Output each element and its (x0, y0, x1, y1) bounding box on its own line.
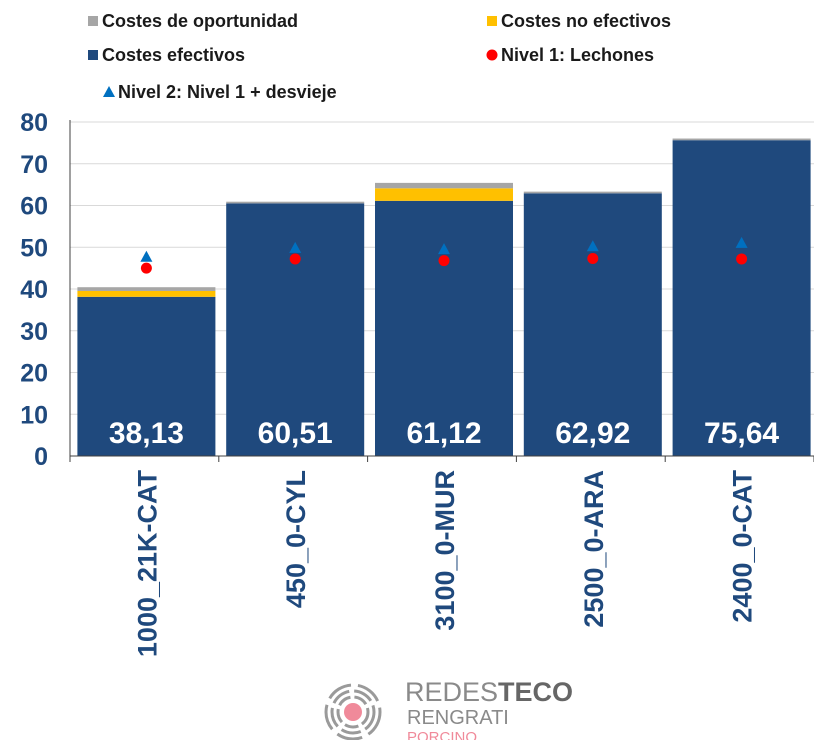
legend-label: Nivel 2: Nivel 1 + desvieje (118, 82, 337, 102)
marker-circle (587, 253, 599, 265)
legend-swatch (103, 86, 115, 97)
y-tick-label: 80 (20, 109, 48, 137)
legend-entry: Nivel 2: Nivel 1 + desvieje (103, 82, 337, 102)
y-tick-label: 10 (20, 401, 48, 429)
y-tick-label: 20 (20, 360, 48, 388)
legend-swatch (88, 50, 98, 60)
logo-name-part2: TECO (498, 677, 573, 707)
bar-segment (523, 193, 662, 456)
bar-segment (375, 182, 513, 189)
data-label: 60,51 (258, 417, 333, 450)
marker-circle (438, 255, 450, 267)
data-label: 38,13 (109, 417, 184, 450)
legend-swatch (88, 16, 98, 26)
bar-segment (672, 140, 811, 456)
legend-swatch (487, 16, 497, 26)
data-label: 62,92 (555, 417, 630, 450)
logo-icon (324, 683, 382, 740)
bar-segment (375, 188, 513, 201)
y-tick-label: 70 (20, 151, 48, 179)
legend-label: Costes no efectivos (501, 11, 671, 31)
x-tick-label: 1000_21K-CAT (132, 469, 162, 657)
x-tick-label: 2400_0-CAT (728, 469, 758, 622)
bar-segment (523, 191, 662, 194)
marker-triangle (438, 243, 450, 255)
bar-segment (77, 290, 216, 297)
marker-triangle (289, 241, 302, 253)
legend-entry: Nivel 1: Lechones (486, 45, 654, 65)
legend-label: Nivel 1: Lechones (501, 45, 654, 65)
x-tick-label: 3100_0-MUR (430, 470, 460, 631)
bar-segment (672, 138, 811, 141)
legend-entry: Costes no efectivos (487, 11, 671, 31)
bar-segment (77, 296, 216, 456)
logo-name-part1: REDES (405, 677, 498, 707)
data-label: 75,64 (704, 417, 779, 450)
y-tick-label: 50 (20, 234, 48, 262)
y-axis: 0 10 20 30 40 50 60 70 80 (20, 109, 71, 471)
y-tick-label: 40 (20, 276, 48, 304)
marker-triangle (586, 240, 599, 252)
x-tick-label: 450_0-CYL (281, 470, 311, 608)
logo: REDESTECO RENGRATI PORCINO (324, 677, 573, 740)
y-tick-label: 0 (34, 443, 48, 471)
data-labels: 38,13 60,51 61,12 62,92 75,64 (109, 417, 780, 450)
legend-entry: Costes efectivos (88, 45, 245, 65)
legend-label: Costes efectivos (102, 45, 245, 65)
marker-triangle (140, 250, 153, 262)
logo-line3: PORCINO (407, 729, 477, 740)
legend: Costes de oportunidad Costes no efectivos… (88, 11, 671, 102)
bar-segment (77, 287, 216, 291)
markers (140, 236, 748, 274)
legend-entry: Costes de oportunidad (88, 11, 298, 31)
legend-label: Costes de oportunidad (102, 11, 298, 31)
logo-name: REDESTECO (405, 677, 573, 707)
y-tick-label: 30 (20, 318, 48, 346)
logo-line2: RENGRATI (407, 707, 509, 729)
legend-swatch (486, 49, 498, 61)
bars (77, 138, 811, 456)
marker-circle (736, 253, 748, 265)
bar-segment (226, 201, 365, 204)
y-tick-label: 60 (20, 193, 48, 221)
marker-circle (289, 253, 301, 265)
x-tick-label: 2500_0-ARA (579, 470, 609, 628)
x-axis: 1000_21K-CAT 450_0-CYL 3100_0-MUR 2500_0-AR… (69, 455, 814, 657)
marker-triangle (735, 236, 748, 248)
marker-circle (140, 262, 152, 274)
data-label: 61,12 (406, 417, 481, 450)
